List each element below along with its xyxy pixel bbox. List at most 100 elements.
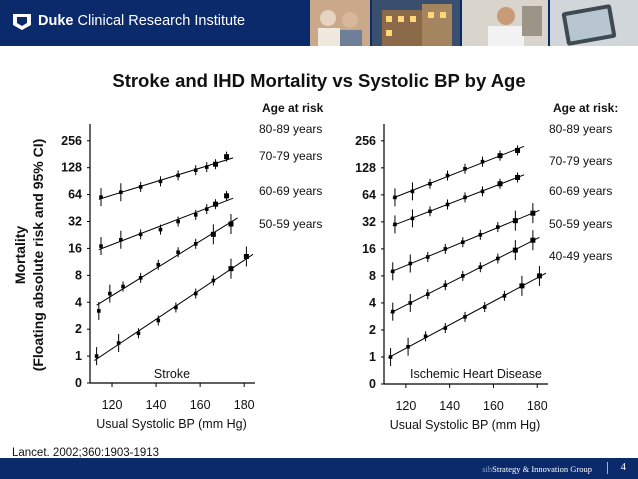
stroke-legend-entry: 60-69 years [259, 184, 322, 198]
stroke-data-point [119, 237, 123, 242]
ihd-data-point [480, 159, 485, 164]
ihd-data-point [463, 195, 467, 200]
footer-divider [607, 462, 608, 474]
ihd-data-point [530, 237, 536, 243]
stroke-data-point [224, 154, 230, 160]
photo-building [372, 0, 460, 46]
ihd-data-point [408, 301, 413, 305]
stroke-data-point [116, 341, 121, 345]
stroke-y-tick-label: 16 [68, 241, 82, 255]
stroke-trend-line [98, 157, 234, 200]
ihd-legend-entry: 70-79 years [549, 154, 612, 168]
ihd-data-point [390, 309, 395, 314]
stroke-trend-line [96, 217, 238, 306]
stroke-data-point [156, 318, 161, 323]
ihd-data-point [480, 189, 485, 194]
ihd-data-point [478, 265, 483, 270]
brand-name: Duke Clinical Research Institute [38, 13, 246, 29]
ihd-legend-entry: 40-49 years [549, 249, 612, 263]
stroke-y-tick-label: 128 [61, 161, 82, 175]
stroke-legend-title: Age at risk [262, 101, 324, 115]
stroke-trend-line [94, 253, 254, 361]
ihd-data-point [410, 189, 415, 194]
ihd-x-tick-label: 140 [439, 399, 460, 413]
stroke-data-point [108, 291, 112, 296]
ihd-data-point [443, 283, 448, 288]
stroke-data-point [99, 195, 103, 199]
ihd-data-point [478, 232, 483, 237]
stroke-data-point [243, 253, 249, 259]
ihd-y-tick-label: 16 [362, 242, 376, 256]
ihd-data-point [496, 225, 500, 229]
stroke-data-point [193, 213, 198, 217]
stroke-y-tick-label: 64 [68, 188, 82, 202]
stroke-panel-title: Stroke [154, 367, 190, 381]
ihd-data-point [443, 247, 448, 251]
stroke-data-point [136, 331, 141, 336]
ihd-y-tick-label: 0 [369, 377, 376, 391]
stroke-data-point [94, 354, 99, 358]
stroke-y-tick-label: 256 [61, 134, 82, 148]
ihd-data-point [393, 222, 397, 227]
ihd-data-point [428, 209, 432, 214]
ihd-legend-title: Age at risk: [553, 101, 618, 115]
ihd-data-point [423, 334, 428, 339]
stroke-data-point [99, 244, 103, 248]
ihd-data-point [425, 255, 430, 259]
ihd-y-tick-label: 256 [355, 134, 376, 148]
stroke-y-tick-label: 4 [75, 295, 82, 309]
footer-label: sibStrategy & Innovation Group [482, 464, 592, 474]
header-photo-strip [310, 0, 638, 46]
stroke-data-point [138, 276, 143, 280]
ihd-y-tick-label: 4 [369, 296, 376, 310]
stroke-data-point [213, 161, 219, 167]
ihd-panel-title: Ischemic Heart Disease [410, 367, 542, 381]
stroke-data-point [224, 193, 230, 199]
ihd-y-tick-label: 128 [355, 161, 376, 175]
photo-tablet [550, 0, 638, 46]
ihd-data-point [519, 283, 525, 289]
stroke-data-point [121, 284, 125, 289]
stroke-x-tick-label: 180 [234, 398, 255, 412]
ihd-data-point [497, 153, 503, 159]
photo-researcher [462, 0, 548, 46]
stroke-data-point [158, 227, 163, 232]
stroke-legend-entry: 50-59 years [259, 217, 322, 231]
ihd-x-tick-label: 160 [483, 399, 504, 413]
stroke-data-point [228, 221, 234, 227]
stroke-x-tick-label: 160 [190, 398, 211, 412]
ihd-x-axis-label: Usual Systolic BP (mm Hg) [390, 418, 541, 432]
stroke-legend-entry: 80-89 years [259, 122, 322, 136]
ihd-legend-entry: 50-59 years [549, 217, 612, 231]
stroke-y-tick-label: 2 [75, 322, 82, 336]
page-number: 4 [620, 461, 627, 473]
ihd-y-tick-label: 2 [369, 323, 376, 337]
stroke-data-point [193, 242, 198, 246]
y-axis-label-line1: Mortality [12, 226, 28, 285]
stroke-data-point [193, 168, 198, 172]
ihd-data-point [515, 147, 521, 153]
ihd-data-point [512, 218, 518, 224]
stroke-data-point [193, 291, 198, 296]
photo-people [310, 0, 370, 46]
stroke-data-point [213, 201, 219, 207]
ihd-data-point [463, 166, 467, 171]
ihd-data-point [502, 294, 507, 298]
duke-logo-icon [13, 14, 31, 30]
header-bar: Duke Clinical Research Institute [0, 0, 638, 46]
stroke-data-point [176, 173, 180, 178]
ihd-data-point [515, 174, 521, 180]
ihd-data-point [461, 240, 465, 244]
ihd-y-tick-label: 64 [362, 188, 376, 202]
ihd-legend-entry: 80-89 years [549, 122, 612, 136]
ihd-data-point [445, 173, 450, 178]
stroke-data-point [97, 309, 101, 313]
stroke-data-point [176, 250, 180, 255]
ihd-data-point [530, 210, 536, 216]
stroke-x-tick-label: 120 [102, 398, 123, 412]
stroke-data-point [138, 232, 143, 237]
stroke-y-tick-label: 32 [68, 215, 82, 229]
ihd-data-point [461, 274, 465, 278]
ihd-data-point [410, 216, 415, 221]
stroke-data-point [119, 190, 123, 195]
